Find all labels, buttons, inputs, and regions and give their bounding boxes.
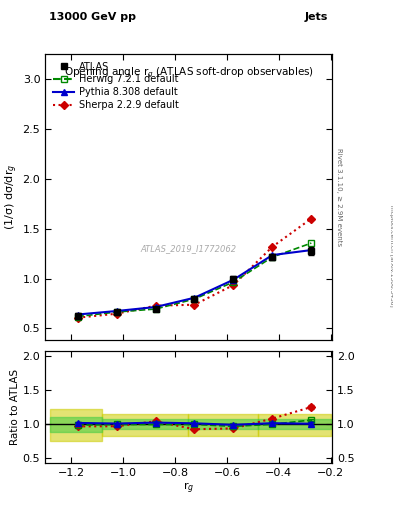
Y-axis label: Ratio to ATLAS: Ratio to ATLAS: [10, 369, 20, 445]
Text: 13000 GeV pp: 13000 GeV pp: [49, 11, 136, 22]
Text: ATLAS_2019_I1772062: ATLAS_2019_I1772062: [141, 244, 237, 253]
Text: Jets: Jets: [305, 11, 328, 22]
Text: mcplots.cern.ch [arXiv:1306.3436]: mcplots.cern.ch [arXiv:1306.3436]: [389, 205, 393, 307]
Y-axis label: (1/σ) dσ/dr$_g$: (1/σ) dσ/dr$_g$: [4, 164, 20, 230]
X-axis label: r$_g$: r$_g$: [183, 481, 194, 497]
Text: Opening angle r$_g$ (ATLAS soft-drop observables): Opening angle r$_g$ (ATLAS soft-drop obs…: [64, 65, 314, 80]
Legend: ATLAS, Herwig 7.2.1 default, Pythia 8.308 default, Sherpa 2.2.9 default: ATLAS, Herwig 7.2.1 default, Pythia 8.30…: [50, 58, 182, 113]
Text: Rivet 3.1.10, ≥ 2.9M events: Rivet 3.1.10, ≥ 2.9M events: [336, 148, 342, 246]
